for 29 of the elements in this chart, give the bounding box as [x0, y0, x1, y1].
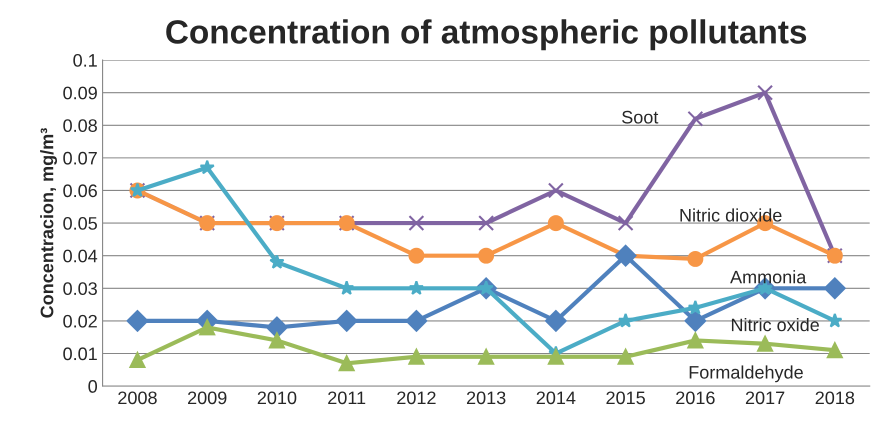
- y-tick-label: 0.02: [63, 314, 97, 328]
- chart-title: Concentration of atmospheric pollutants: [166, 19, 806, 50]
- y-tick-label: 0.09: [63, 86, 97, 100]
- y-tick-label: 0.1: [73, 54, 97, 67]
- y-tick-label: 0.03: [63, 282, 97, 296]
- series-label: Formaldehyde: [690, 365, 803, 382]
- y-tick-label: 0.05: [63, 217, 97, 230]
- y-axis-title: Concentracion, mg/m³: [40, 128, 58, 318]
- x-tick-label: 2012: [397, 391, 436, 404]
- x-tick-label: 2017: [746, 391, 784, 404]
- x-tick-label: 2009: [188, 391, 226, 404]
- x-tick-label: 2014: [536, 391, 576, 404]
- series-label: Nitric dioxide: [680, 208, 782, 222]
- series-label: Ammonia: [730, 270, 806, 284]
- y-tick-label: 0.07: [63, 152, 97, 165]
- y-tick-label: 0.08: [63, 119, 97, 132]
- x-tick-label: 2010: [258, 391, 296, 404]
- series-label: Soot: [622, 110, 658, 124]
- x-tick-label: 2008: [118, 391, 157, 404]
- y-tick-label: 0.01: [63, 347, 97, 360]
- y-tick-label: 0.04: [63, 250, 98, 262]
- y-tick-label: 0.06: [63, 184, 97, 198]
- y-tick-label: 0: [88, 380, 98, 393]
- x-tick-label: 2016: [676, 391, 715, 404]
- series-label: Nitric oxide: [732, 318, 819, 332]
- x-tick-label: 2015: [606, 391, 645, 404]
- x-tick-label: 2013: [466, 391, 506, 404]
- x-tick-label: 2018: [816, 391, 854, 404]
- x-tick-label: 2011: [328, 391, 366, 404]
